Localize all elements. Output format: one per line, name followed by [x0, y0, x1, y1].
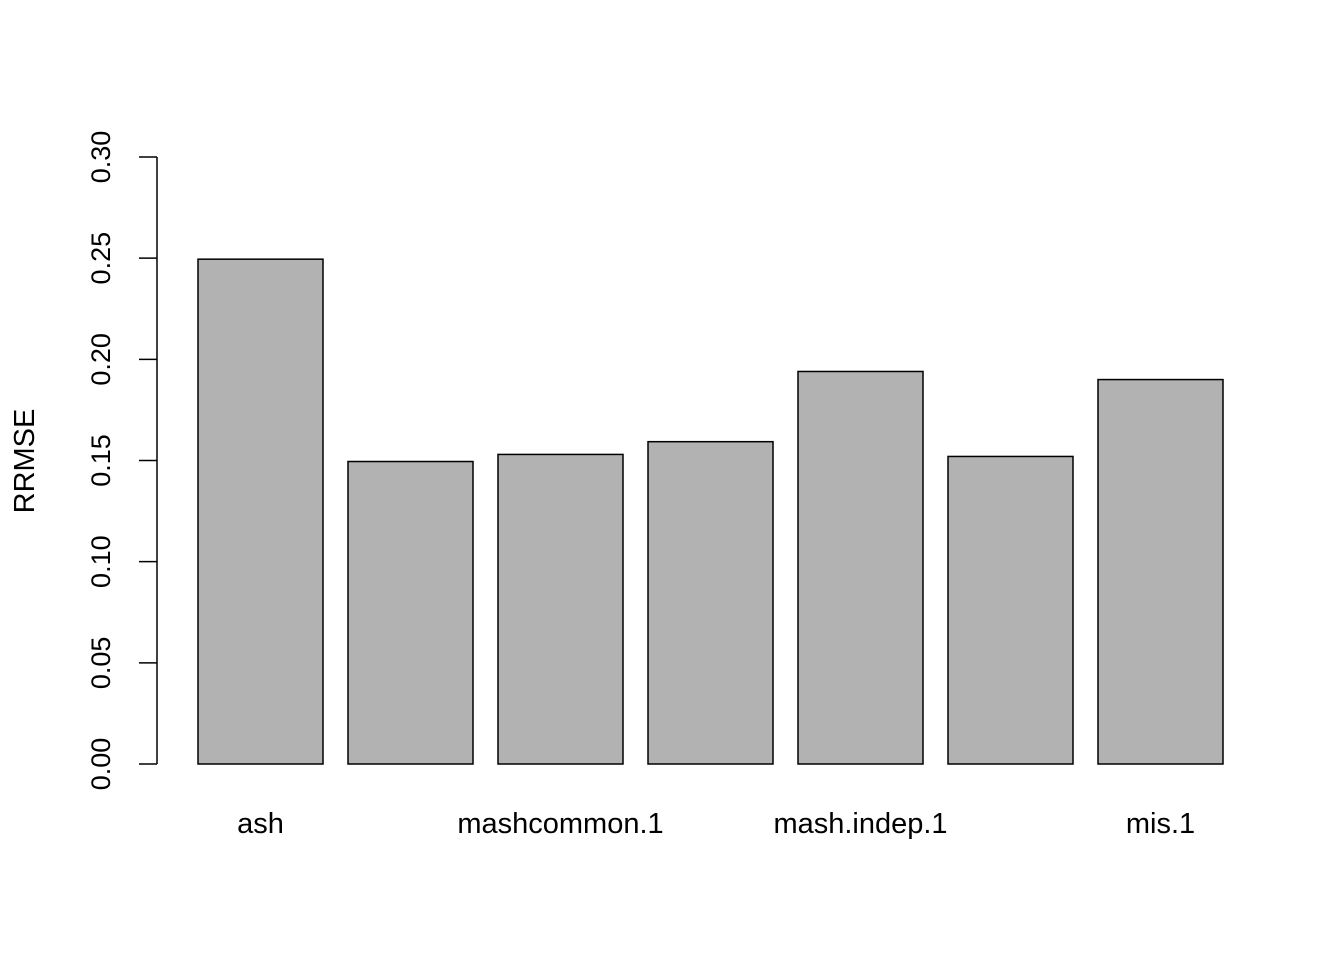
bar: [1097, 378, 1224, 765]
x-axis-labels: ash mashcommon.1 mash.indep.1 mis.1: [237, 808, 1195, 840]
x-tick-label: mashcommon.1: [457, 808, 663, 840]
y-tick-label: 0.05: [86, 637, 116, 690]
bar: [647, 440, 774, 765]
bar: [497, 453, 624, 765]
y-tick-label: 0.15: [86, 434, 116, 487]
y-tick-label: 0.10: [86, 535, 116, 588]
bar: [947, 455, 1074, 765]
y-tick-label: 0.20: [86, 333, 116, 386]
bar: [347, 460, 474, 765]
y-tick-label: 0.00: [86, 738, 116, 791]
bar: [797, 370, 924, 765]
y-axis-label: RRMSE: [9, 409, 41, 514]
bars: [197, 258, 1224, 765]
x-tick-label: mis.1: [1126, 808, 1195, 840]
y-tick-label: 0.30: [86, 131, 116, 184]
x-tick-label: mash.indep.1: [773, 808, 947, 840]
y-axis: 0.00 0.05 0.10 0.15 0.20 0.25 0.30: [86, 131, 158, 791]
x-tick-label: ash: [237, 808, 284, 840]
y-tick-label: 0.25: [86, 232, 116, 285]
bar: [197, 258, 324, 765]
